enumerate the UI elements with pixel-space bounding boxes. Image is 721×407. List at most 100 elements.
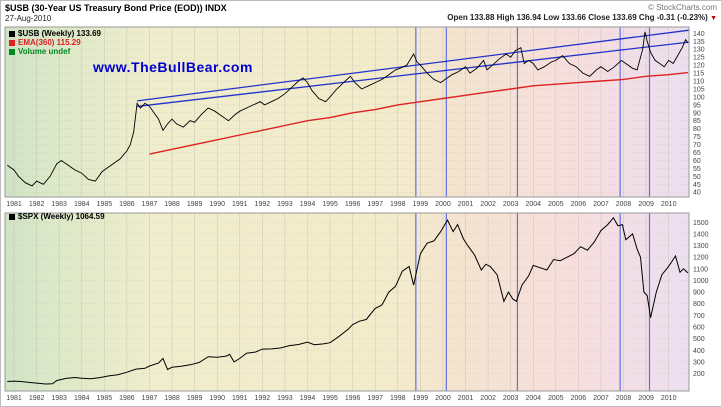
svg-text:1998: 1998: [390, 395, 406, 402]
svg-text:1994: 1994: [300, 395, 316, 402]
svg-text:2007: 2007: [593, 395, 609, 402]
svg-text:1992: 1992: [255, 201, 271, 208]
svg-text:600: 600: [693, 325, 705, 332]
svg-text:1996: 1996: [345, 201, 361, 208]
svg-text:2006: 2006: [571, 395, 587, 402]
svg-text:1988: 1988: [164, 201, 180, 208]
svg-text:1993: 1993: [277, 395, 293, 402]
svg-text:1981: 1981: [6, 395, 22, 402]
svg-text:2002: 2002: [480, 201, 496, 208]
svg-text:2005: 2005: [548, 201, 564, 208]
svg-text:110: 110: [693, 79, 704, 86]
svg-text:2009: 2009: [638, 395, 654, 402]
svg-text:1986: 1986: [119, 201, 135, 208]
svg-text:1989: 1989: [187, 201, 203, 208]
svg-text:1987: 1987: [142, 395, 158, 402]
svg-text:1990: 1990: [209, 395, 225, 402]
svg-text:1984: 1984: [74, 201, 90, 208]
svg-text:1991: 1991: [232, 395, 248, 402]
svg-text:2003: 2003: [503, 395, 519, 402]
svg-text:300: 300: [693, 359, 705, 366]
svg-text:1997: 1997: [367, 395, 383, 402]
svg-text:1981: 1981: [6, 201, 22, 208]
ohlc-readout: Open 133.88 High 136.94 Low 133.66 Close…: [447, 13, 717, 22]
svg-text:1990: 1990: [209, 201, 225, 208]
svg-text:1991: 1991: [232, 201, 248, 208]
svg-text:500: 500: [693, 336, 705, 343]
svg-text:70: 70: [693, 142, 701, 149]
svg-text:2008: 2008: [616, 201, 632, 208]
svg-text:50: 50: [693, 174, 701, 181]
usb-bond-chart: 1981 1982 1983 1984 1985 1986 1987 1988 1989 1990…: [4, 26, 705, 208]
stockcharts-copyright: © StockCharts.com: [647, 3, 717, 12]
svg-text:140: 140: [693, 31, 705, 38]
change-down-arrow-icon: ▼: [710, 15, 717, 22]
svg-text:1999: 1999: [413, 201, 429, 208]
svg-text:80: 80: [693, 126, 701, 133]
svg-text:700: 700: [693, 313, 705, 320]
svg-text:1983: 1983: [51, 201, 67, 208]
svg-text:135: 135: [693, 39, 705, 46]
svg-text:1500: 1500: [693, 220, 709, 227]
svg-text:40: 40: [693, 190, 701, 197]
spx-chart: 1981 1982 1983 1984 1985 1986 1987 1988 1989 1990…: [4, 212, 709, 402]
svg-text:2010: 2010: [661, 395, 677, 402]
svg-text:1200: 1200: [693, 255, 709, 262]
svg-text:1400: 1400: [693, 231, 709, 238]
svg-text:2001: 2001: [458, 395, 474, 402]
svg-text:1993: 1993: [277, 201, 293, 208]
svg-text:900: 900: [693, 290, 705, 297]
svg-text:2010: 2010: [661, 201, 677, 208]
svg-text:115: 115: [693, 71, 704, 78]
svg-text:1985: 1985: [97, 201, 113, 208]
svg-text:120: 120: [693, 63, 705, 70]
symbol-title: $USB (30-Year US Treasury Bond Price (EO…: [5, 3, 227, 13]
svg-text:105: 105: [693, 86, 705, 93]
svg-text:1995: 1995: [322, 201, 338, 208]
svg-text:2007: 2007: [593, 201, 609, 208]
svg-text:125: 125: [693, 55, 705, 62]
svg-text:90: 90: [693, 110, 701, 117]
svg-text:1987: 1987: [142, 201, 158, 208]
svg-text:1994: 1994: [300, 201, 316, 208]
svg-text:1985: 1985: [97, 395, 113, 402]
svg-text:1992: 1992: [255, 395, 271, 402]
svg-text:800: 800: [693, 301, 705, 308]
svg-text:200: 200: [693, 371, 705, 378]
svg-text:65: 65: [693, 150, 701, 157]
svg-text:45: 45: [693, 182, 701, 189]
svg-text:1986: 1986: [119, 395, 135, 402]
svg-text:2002: 2002: [480, 395, 496, 402]
ohlc-values: Open 133.88 High 136.94 Low 133.66 Close…: [447, 13, 708, 22]
svg-text:400: 400: [693, 348, 705, 355]
svg-text:1982: 1982: [29, 201, 45, 208]
svg-text:100: 100: [693, 94, 705, 101]
svg-text:1989: 1989: [187, 395, 203, 402]
svg-text:2000: 2000: [435, 395, 451, 402]
svg-text:2000: 2000: [435, 201, 451, 208]
svg-text:55: 55: [693, 166, 701, 173]
svg-text:2004: 2004: [525, 395, 541, 402]
svg-text:60: 60: [693, 158, 701, 165]
svg-text:1300: 1300: [693, 243, 709, 250]
svg-text:1988: 1988: [164, 395, 180, 402]
bullbear-watermark-link[interactable]: www.TheBullBear.com: [93, 59, 253, 75]
svg-text:1984: 1984: [74, 395, 90, 402]
svg-text:1983: 1983: [51, 395, 67, 402]
svg-text:95: 95: [693, 102, 701, 109]
svg-text:2005: 2005: [548, 395, 564, 402]
svg-text:1000: 1000: [693, 278, 709, 285]
svg-text:1100: 1100: [693, 266, 708, 273]
svg-text:85: 85: [693, 118, 701, 125]
svg-text:1996: 1996: [345, 395, 361, 402]
svg-text:1998: 1998: [390, 201, 406, 208]
svg-text:75: 75: [693, 134, 701, 141]
svg-text:1995: 1995: [322, 395, 338, 402]
svg-text:1999: 1999: [413, 395, 429, 402]
svg-text:1982: 1982: [29, 395, 45, 402]
svg-text:2009: 2009: [638, 201, 654, 208]
svg-text:2008: 2008: [616, 395, 632, 402]
svg-text:1997: 1997: [367, 201, 383, 208]
svg-text:2004: 2004: [525, 201, 541, 208]
